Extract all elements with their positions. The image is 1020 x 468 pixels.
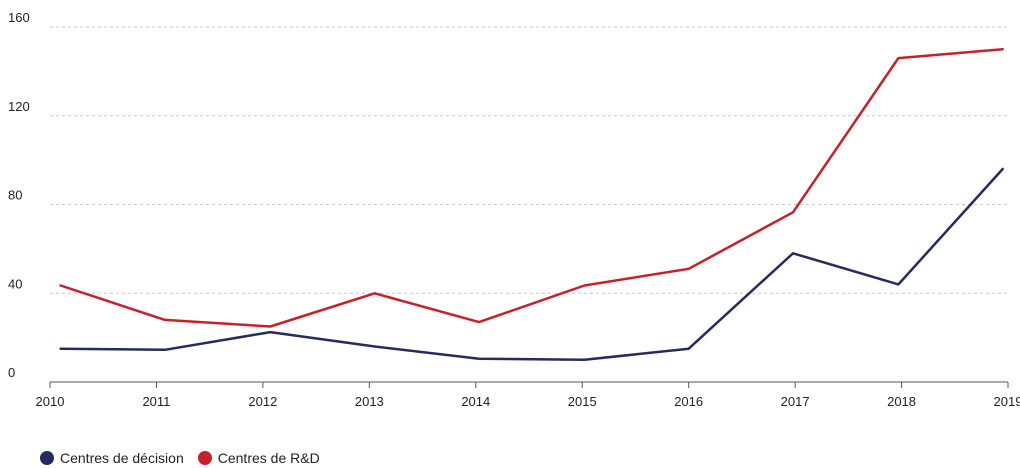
x-tick-label: 2015 [568, 394, 597, 409]
x-tick-label: 2018 [887, 394, 916, 409]
legend-swatch-decision [40, 451, 54, 465]
x-tick-label: 2017 [781, 394, 810, 409]
y-tick-label: 160 [8, 10, 30, 25]
legend-swatch-rd [197, 451, 212, 465]
line-chart: 2010 2011 2012 2013 2014 2015 2016 2017 2018 2019… [8, 10, 1020, 409]
y-axis-tick-labels: 0 40 80 120 160 [8, 10, 30, 380]
x-tick-label: 2010 [36, 394, 65, 409]
x-tick-label: 2012 [248, 394, 277, 409]
legend-label-decision: Centres de décision [60, 450, 184, 466]
x-tick-label: 2011 [142, 394, 170, 409]
series-line-decision [59, 167, 1004, 362]
y-tick-label: 80 [8, 188, 22, 203]
x-tick-label: 2016 [674, 394, 703, 409]
legend-item-rd: Centres de R&D [197, 450, 320, 466]
legend-label-rd: Centres de R&D [217, 450, 320, 466]
y-tick-label: 40 [8, 276, 22, 291]
series-lines [59, 47, 1004, 362]
x-axis: 2010 2011 2012 2013 2014 2015 2016 2017 2018 2019 [36, 381, 1020, 409]
gridlines [50, 26, 1008, 294]
legend-item-decision: Centres de décision [40, 450, 184, 466]
x-tick-label: 2013 [355, 394, 384, 409]
series-line-rd [59, 47, 1004, 328]
legend: Centres de décision Centres de R&D [40, 450, 320, 466]
y-tick-label: 120 [8, 99, 30, 114]
y-tick-label: 0 [8, 365, 15, 380]
x-tick-label: 2019 [994, 394, 1020, 409]
x-tick-label: 2014 [461, 394, 490, 409]
